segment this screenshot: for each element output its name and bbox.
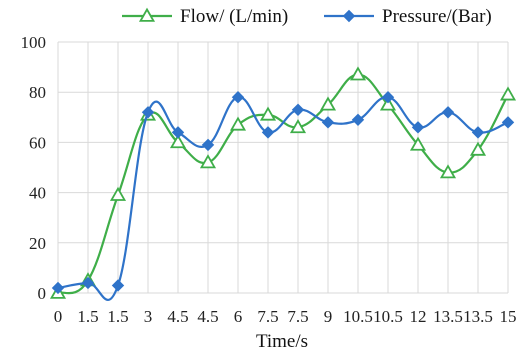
data-point-marker [439,164,457,179]
x-tick-label: 10.5 [373,307,403,326]
x-tick-label: 7.5 [287,307,308,326]
data-point-marker [201,138,215,152]
data-point-marker [171,126,185,139]
data-point-marker [471,126,485,139]
data-point-marker [351,113,365,127]
x-tick-label: 10.5 [343,307,373,326]
y-tick-label: 100 [21,33,47,52]
data-point-marker [349,66,367,81]
data-point-marker [141,106,155,119]
data-point-marker [319,96,337,111]
legend-label: Pressure/(Bar) [382,6,492,27]
data-point-marker [499,86,517,101]
series-line [57,96,509,302]
data-point-marker [381,91,395,104]
data-point-marker [379,96,397,111]
x-tick-label: 12 [410,307,427,326]
x-tick-label: 7.5 [257,307,278,326]
data-point-marker [261,126,275,139]
legend-marker [138,7,156,22]
data-point-marker [81,276,95,290]
data-point-marker [411,121,425,134]
x-tick-label: 9 [324,307,333,326]
x-tick-label: 1.5 [77,307,98,326]
data-point-marker [199,154,217,169]
y-tick-label: 80 [29,83,46,102]
legend-marker [342,9,356,23]
y-tick-label: 20 [29,234,46,253]
data-point-marker [469,141,487,156]
series-pressure [51,91,515,302]
y-tick-label: 0 [38,284,47,303]
data-point-marker [51,281,65,295]
y-tick-label: 60 [29,133,46,152]
x-tick-label: 15 [500,307,517,326]
x-tick-label: 1.5 [107,307,128,326]
data-point-marker [109,186,127,201]
x-tick-label: 4.5 [167,307,188,326]
data-point-marker [169,134,187,149]
x-tick-label: 4.5 [197,307,218,326]
data-point-marker [321,116,335,129]
grid [57,41,509,294]
legend-item: Pressure/(Bar) [324,6,492,27]
x-tick-label: 6 [234,307,243,326]
data-point-marker [409,136,427,151]
data-point-marker [289,119,307,134]
data-point-marker [441,106,455,119]
x-tick-label: 3 [144,307,153,326]
series-line [57,73,509,295]
x-tick-label: 0 [54,307,63,326]
series-layer [49,66,517,302]
series-flow [49,66,517,299]
data-point-marker [501,116,515,129]
data-point-marker [231,91,245,104]
data-point-marker [111,279,125,292]
y-tick-label: 40 [29,184,46,203]
axes: 0 20 40 60 80 100 0 1.5 1.5 3 4.5 4.5 6 7.5 7.5 9 10.5 10… [21,33,517,326]
x-axis-title: Time/s [256,331,308,352]
data-point-marker [291,103,305,116]
legend-item: Flow/ (L/min) [122,6,288,27]
legend: Flow/ (L/min) Pressure/(Bar) [122,6,492,27]
x-tick-label: 13.5 [463,307,493,326]
legend-label: Flow/ (L/min) [180,6,288,27]
x-tick-label: 13.5 [433,307,463,326]
data-point-marker [259,106,277,121]
data-point-marker [229,116,247,131]
